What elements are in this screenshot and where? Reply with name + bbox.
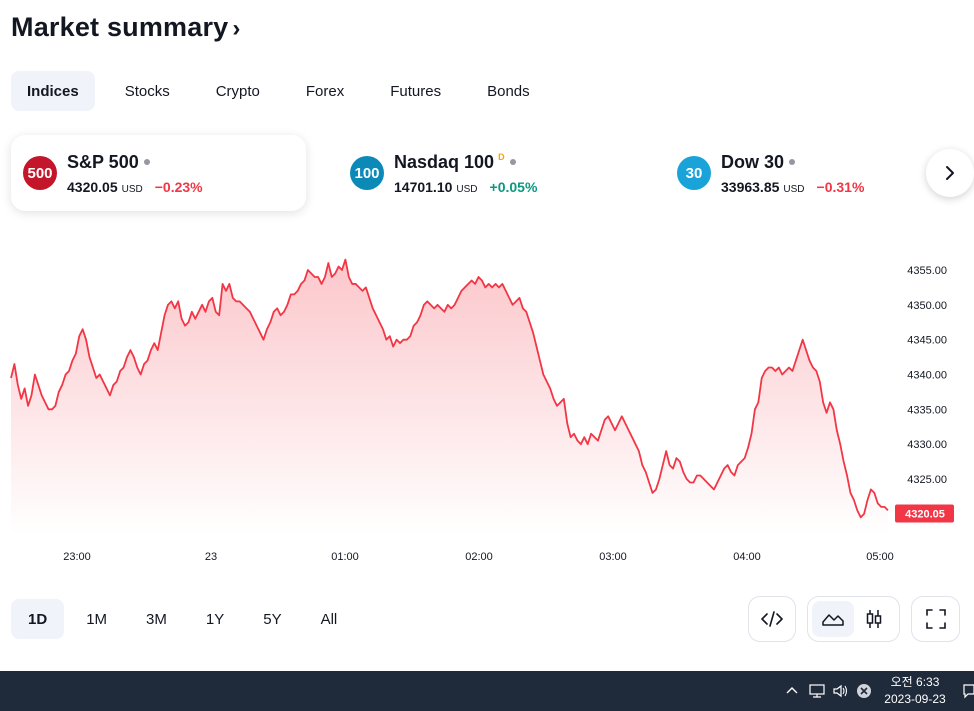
symbol-change: −0.31% xyxy=(816,178,865,195)
symbol-change: +0.05% xyxy=(489,178,538,195)
y-tick-label: 4325.00 xyxy=(907,474,947,486)
tab-label: Crypto xyxy=(215,82,260,100)
range-label: 1D xyxy=(28,610,48,628)
delayed-marker: D xyxy=(498,151,505,162)
tab-bonds[interactable]: Bonds xyxy=(471,71,546,111)
x-tick-label: 01:00 xyxy=(331,551,359,563)
area-chart-icon xyxy=(822,614,844,626)
chevron-right-icon xyxy=(946,166,954,180)
chevron-right-icon: › xyxy=(232,14,241,42)
x-tick-label: 02:00 xyxy=(465,551,493,563)
symbol-name: Dow 30 xyxy=(721,151,785,172)
y-tick-label: 4330.00 xyxy=(907,439,947,451)
tab-indices[interactable]: Indices xyxy=(11,71,95,111)
chart-type-toggle xyxy=(807,596,900,642)
status-dot-icon xyxy=(789,159,796,165)
y-tick-label: 4340.00 xyxy=(907,370,947,382)
symbol-price: 14701.10 xyxy=(394,178,453,195)
range-3m[interactable]: 3M xyxy=(129,599,184,639)
range-label: All xyxy=(320,610,338,628)
price-series-line xyxy=(10,258,889,519)
network-icon[interactable] xyxy=(808,683,826,699)
carousel-next-button[interactable] xyxy=(926,149,974,197)
area-chart-button[interactable] xyxy=(812,601,854,637)
clock-date: 2023-09-23 xyxy=(884,692,946,706)
tab-label: Bonds xyxy=(487,82,530,100)
tab-label: Futures xyxy=(390,82,442,100)
symbol-logo: 500 xyxy=(23,156,57,190)
y-tick-label: 4345.00 xyxy=(907,335,947,347)
code-icon xyxy=(761,611,783,627)
symbol-card-dow30[interactable]: 30 Dow 30 33963.85 USD −0.31% xyxy=(665,135,960,211)
market-tabs: Indices Stocks Crypto Forex Futures Bond… xyxy=(11,71,560,111)
last-price-label: 4320.05 xyxy=(905,509,945,521)
range-selector: 1D 1M 3M 1Y 5Y All xyxy=(11,599,359,639)
windows-taskbar: 오전 6:33 2023-09-23 xyxy=(0,671,974,711)
tab-crypto[interactable]: Crypto xyxy=(200,71,276,111)
area-fill xyxy=(11,259,888,535)
y-tick-label: 4355.00 xyxy=(907,265,947,277)
y-tick-label: 4335.00 xyxy=(907,404,947,416)
tab-stocks[interactable]: Stocks xyxy=(109,71,186,111)
tab-label: Forex xyxy=(305,82,345,100)
symbol-name: Nasdaq 100 xyxy=(394,151,495,172)
range-1d[interactable]: 1D xyxy=(11,599,65,639)
close-circle-icon[interactable] xyxy=(856,683,872,699)
range-label: 3M xyxy=(146,610,167,628)
page-title-text: Market summary xyxy=(11,12,229,42)
range-label: 1Y xyxy=(205,610,225,628)
symbol-currency: USD xyxy=(783,183,805,195)
symbol-currency: USD xyxy=(121,183,143,195)
range-label: 5Y xyxy=(263,610,282,628)
embed-button[interactable] xyxy=(748,596,796,642)
tab-label: Stocks xyxy=(124,82,170,100)
tab-forex[interactable]: Forex xyxy=(290,71,360,111)
fullscreen-button[interactable] xyxy=(911,596,960,642)
candlestick-button[interactable] xyxy=(854,601,896,637)
taskbar-clock[interactable]: 오전 6:33 2023-09-23 xyxy=(880,674,950,708)
symbol-logo: 30 xyxy=(677,156,711,190)
symbol-currency: USD xyxy=(456,183,478,195)
x-tick-label: 05:00 xyxy=(866,551,894,563)
clock-time: 오전 6:33 xyxy=(890,675,940,689)
x-tick-label: 23:00 xyxy=(63,551,91,563)
x-tick-label: 23 xyxy=(205,551,217,563)
symbol-carousel: 500 S&P 500 4320.05 USD −0.23% 100 Nasda… xyxy=(0,134,974,214)
symbol-price: 4320.05 xyxy=(67,178,118,195)
symbol-card-sp500[interactable]: 500 S&P 500 4320.05 USD −0.23% xyxy=(11,135,306,211)
status-dot-icon xyxy=(509,159,516,165)
symbol-logo: 100 xyxy=(350,156,384,190)
range-1y[interactable]: 1Y xyxy=(189,599,241,639)
candlestick-icon xyxy=(867,610,882,628)
x-tick-label: 04:00 xyxy=(733,551,761,563)
x-tick-label: 03:00 xyxy=(599,551,627,563)
last-price-badge xyxy=(895,504,954,523)
status-dot-icon xyxy=(143,159,150,165)
volume-icon[interactable] xyxy=(832,683,850,699)
range-5y[interactable]: 5Y xyxy=(246,599,298,639)
system-tray xyxy=(784,671,872,711)
price-chart-svg: 4355.00 4350.00 4345.00 4340.00 4335.00 4330.… xyxy=(10,258,954,563)
fullscreen-icon xyxy=(925,609,946,629)
symbol-name: S&P 500 xyxy=(67,151,139,172)
notification-area[interactable] xyxy=(962,671,974,711)
tab-label: Indices xyxy=(27,82,79,100)
tab-futures[interactable]: Futures xyxy=(374,71,457,111)
price-chart[interactable]: 4355.00 4350.00 4345.00 4340.00 4335.00 4330.… xyxy=(0,230,974,570)
notification-icon xyxy=(963,684,974,699)
symbol-price: 33963.85 xyxy=(721,178,780,195)
y-tick-label: 4350.00 xyxy=(907,300,947,312)
range-all[interactable]: All xyxy=(304,599,355,639)
chevron-up-icon[interactable] xyxy=(784,683,800,699)
page-title[interactable]: Market summary › xyxy=(11,12,241,43)
symbol-change: −0.23% xyxy=(154,178,203,195)
range-1m[interactable]: 1M xyxy=(69,599,124,639)
range-label: 1M xyxy=(86,610,108,628)
symbol-card-nasdaq100[interactable]: 100 Nasdaq 100 D 14701.10 USD +0.05% xyxy=(338,135,633,211)
